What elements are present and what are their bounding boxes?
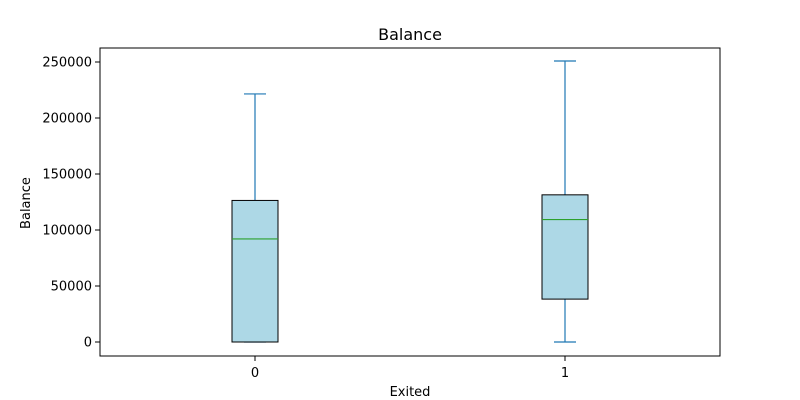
plot-area: 0 50000 100000 150000 200000 250000 0 1 bbox=[42, 47, 721, 381]
x-axis-label: Exited bbox=[390, 385, 431, 400]
y-tick-label: 150000 bbox=[42, 168, 92, 183]
y-tick-label: 250000 bbox=[42, 56, 92, 71]
box-body bbox=[231, 199, 279, 343]
y-tick-label: 100000 bbox=[42, 224, 92, 239]
x-tick-label: 0 bbox=[251, 366, 259, 381]
y-axis-label: Balance bbox=[19, 177, 34, 229]
x-tick-label: 1 bbox=[561, 366, 569, 381]
y-tick-label: 200000 bbox=[42, 112, 92, 127]
y-tick-label: 0 bbox=[84, 336, 92, 351]
chart-title: Balance bbox=[378, 25, 442, 44]
box-body bbox=[541, 194, 589, 300]
plot-frame bbox=[99, 47, 721, 357]
y-tick-label: 50000 bbox=[51, 280, 92, 295]
